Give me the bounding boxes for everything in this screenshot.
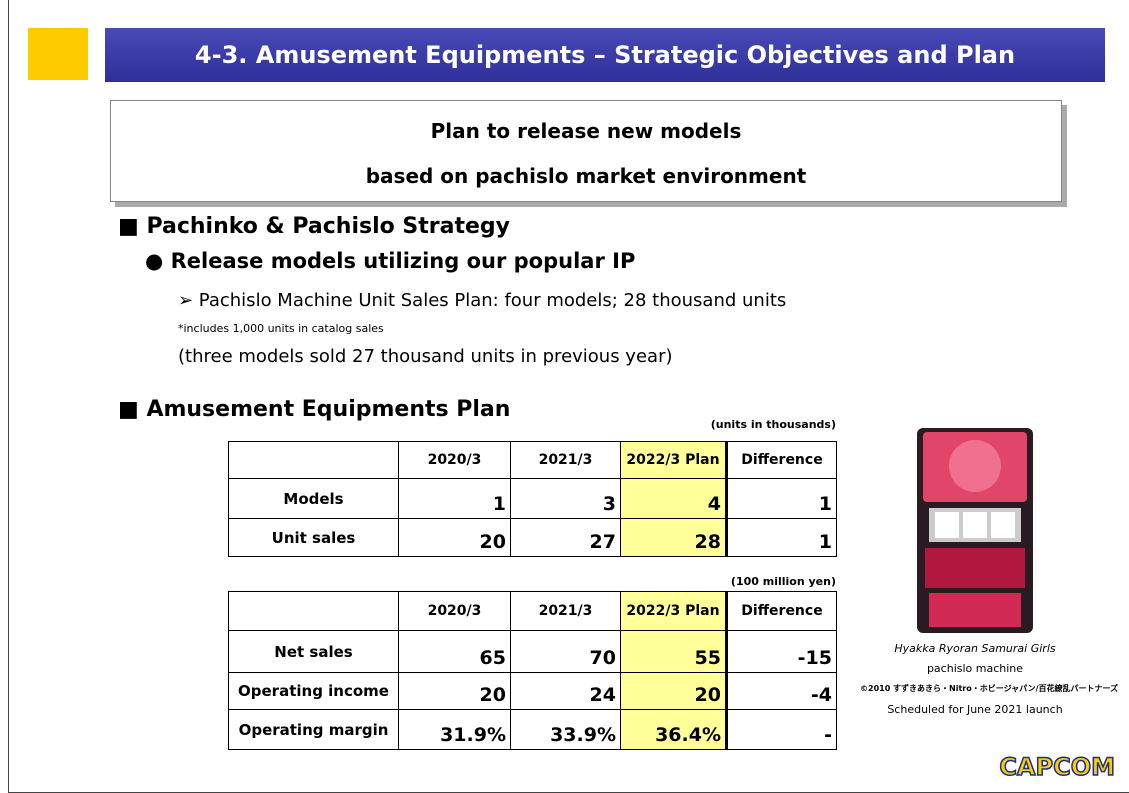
cell: 3 [510,478,621,519]
note: *includes 1,000 units in catalog sales [178,322,384,335]
header-row: 2020/3 2021/3 2022/3 Plan Difference [228,591,837,631]
cell: 20 [398,672,511,710]
row-label: Net sales [228,630,399,673]
machine-image [917,428,1033,633]
cell: 28 [620,518,728,557]
cell: - [726,709,837,750]
row-label: Operating income [228,672,399,710]
cell: 36.4% [620,709,728,750]
row: Operating margin 31.9% 33.9% 36.4% - [228,709,837,750]
cell: 33.9% [510,709,621,750]
summary-box: Plan to release new models based on pach… [110,100,1062,202]
copyright: ©2010 すずきあきら・Nitro・ホビージャパン/百花繚乱パートナーズ [860,684,1119,693]
column-header: 2022/3 Plan [620,441,728,479]
logo: CAPCOM [999,752,1116,782]
cell: 1 [398,478,511,519]
cell: 1 [726,478,837,519]
cell: 55 [620,630,728,673]
units-table: 2020/3 2021/3 2022/3 Plan Difference Models 1… [228,441,837,557]
section-heading: ■ Amusement Equipments Plan [118,397,511,422]
column-header [228,591,399,631]
cell: -4 [726,672,837,710]
title: 4-3. Amusement Equipments – Strategic Ob… [105,28,1105,82]
cell: 27 [510,518,621,557]
caption: Scheduled for June 2021 launch [887,703,1063,716]
row: Net sales 65 70 55 -15 [228,630,837,673]
cell: 20 [620,672,728,710]
cell: -15 [726,630,837,673]
cell: 1 [726,518,837,557]
column-header: 2020/3 [398,441,511,479]
caption: Hyakka Ryoran Samurai Girls [894,642,1056,655]
finance-table: 2020/3 2021/3 2022/3 Plan Difference Net sal… [228,591,837,750]
row: Models 1 3 4 1 [228,478,837,519]
row: Operating income 20 24 20 -4 [228,672,837,710]
cell: 31.9% [398,709,511,750]
cell: 24 [510,672,621,710]
row-label: Models [228,478,399,519]
bullet: ● Release models utilizing our popular I… [145,249,636,273]
summary-line: based on pachislo market environment [365,164,807,188]
cell: 4 [620,478,728,519]
row-label: Unit sales [228,518,399,557]
row: Unit sales 20 27 28 1 [228,518,837,557]
cell: 70 [510,630,621,673]
header-row: 2020/3 2021/3 2022/3 Plan Difference [228,441,837,479]
section-heading: ■ Pachinko & Pachislo Strategy [118,214,511,239]
unit-label: (100 million yen) [730,575,836,588]
cell: 65 [398,630,511,673]
cell: 20 [398,518,511,557]
sub-bullet: ➢ Pachislo Machine Unit Sales Plan: four… [178,290,787,311]
sub-bullet: (three models sold 27 thousand units in … [178,346,673,367]
column-header: Difference [726,591,837,631]
summary-line: Plan to release new models [430,119,742,143]
column-header: 2021/3 [510,441,621,479]
row-label: Operating margin [228,709,399,750]
column-header [228,441,399,479]
column-header: 2022/3 Plan [620,591,728,631]
accent-square [28,28,88,80]
caption: pachislo machine [926,662,1024,675]
column-header: 2021/3 [510,591,621,631]
column-header: 2020/3 [398,591,511,631]
column-header: Difference [726,441,837,479]
unit-label: (units in thousands) [710,418,836,431]
